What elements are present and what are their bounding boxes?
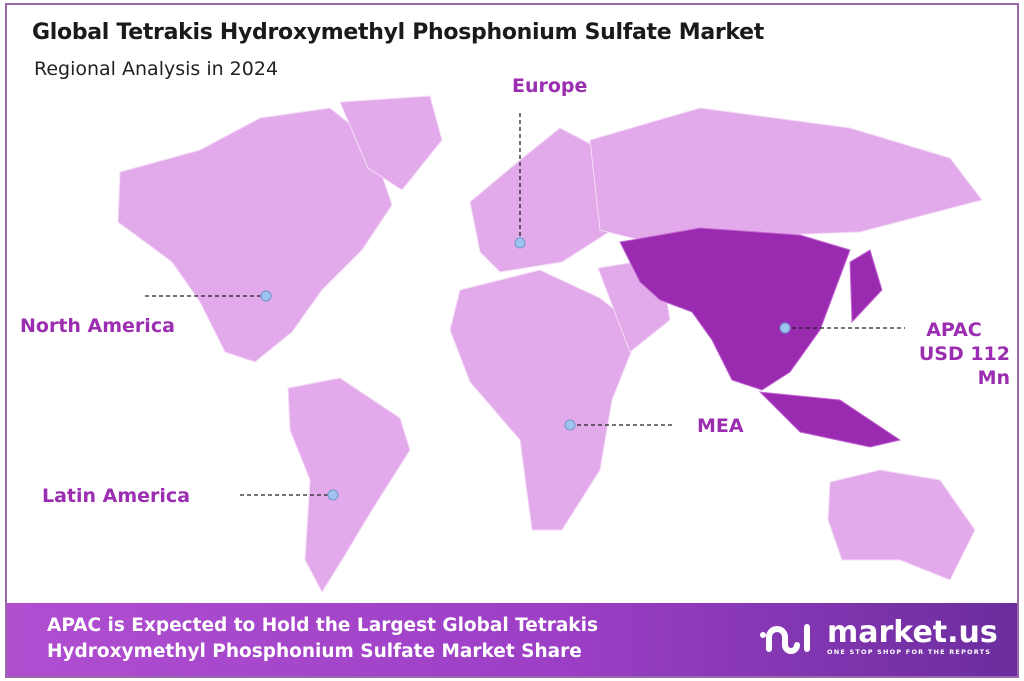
page-subtitle: Regional Analysis in 2024 xyxy=(34,58,279,80)
japan-shape xyxy=(849,249,883,324)
label-apac: APAC USD 112 Mn xyxy=(880,318,1010,390)
africa-shape xyxy=(449,269,641,531)
latin-america-shape xyxy=(287,377,411,593)
label-latin-america: Latin America xyxy=(42,485,191,507)
apac-marker xyxy=(779,322,791,334)
indonesia-shape xyxy=(758,391,902,448)
greenland-shape xyxy=(339,95,443,191)
market-us-logo: market.us ONE STOP SHOP FOR THE REPORTS xyxy=(759,617,998,657)
world-map xyxy=(117,95,983,593)
footer-text: APAC is Expected to Hold the Largest Glo… xyxy=(47,613,598,665)
footer-banner: APAC is Expected to Hold the Largest Glo… xyxy=(7,603,1017,676)
mea-marker xyxy=(564,419,576,431)
north-america-shape xyxy=(117,107,393,363)
page-title: Global Tetrakis Hydroxymethyl Phosphoniu… xyxy=(32,20,765,45)
apac-name: APAC xyxy=(926,319,982,341)
footer-line-2: Hydroxymethyl Phosphonium Sulfate Market… xyxy=(47,641,582,662)
australia-shape xyxy=(827,469,976,581)
europe-marker xyxy=(514,237,526,249)
apac-shape xyxy=(619,227,851,391)
label-europe: Europe xyxy=(512,75,588,97)
latin-america-marker xyxy=(327,489,339,501)
logo-name: market.us xyxy=(827,615,998,650)
north-america-marker xyxy=(260,290,272,302)
frame xyxy=(5,3,1019,678)
logo-mark-icon xyxy=(760,624,810,654)
label-north-america: North America xyxy=(20,315,175,337)
apac-value: USD 112 Mn xyxy=(918,343,1010,389)
russia-shape xyxy=(589,107,983,241)
label-mea: MEA xyxy=(697,415,744,437)
footer-line-1: APAC is Expected to Hold the Largest Glo… xyxy=(47,615,598,636)
logo-tagline: ONE STOP SHOP FOR THE REPORTS xyxy=(827,648,992,656)
